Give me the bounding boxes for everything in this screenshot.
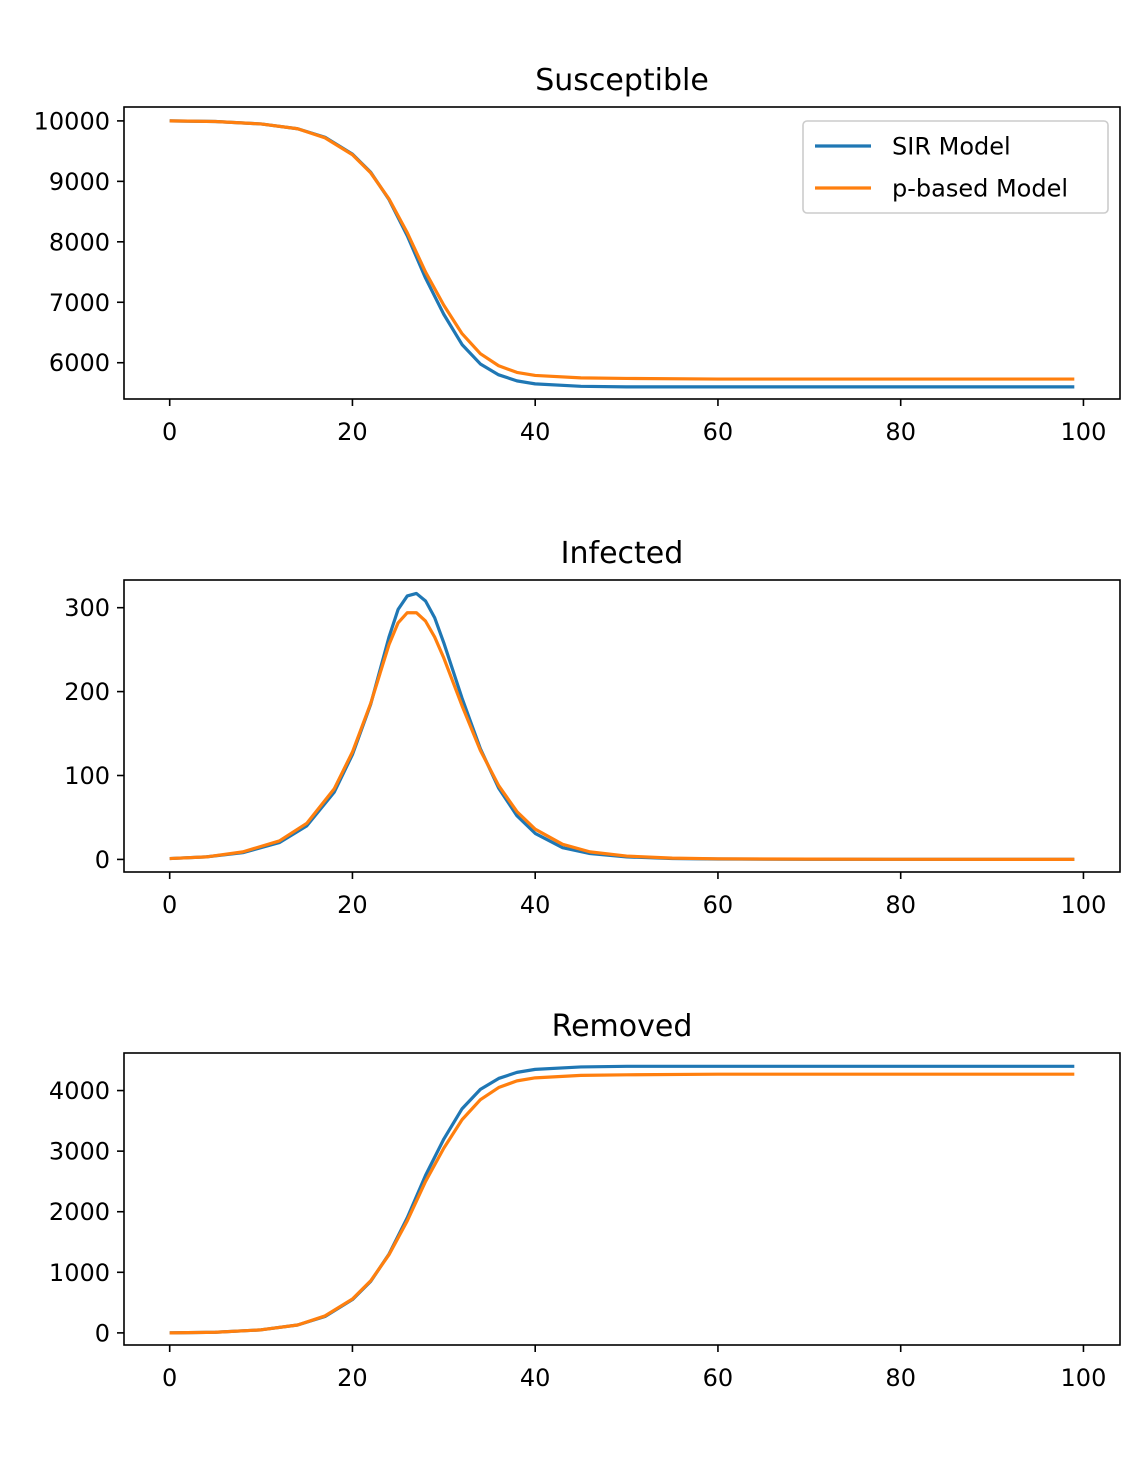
y-tick-label: 8000 bbox=[49, 228, 110, 256]
legend: SIR Model p-based Model bbox=[802, 120, 1109, 214]
plot-frame bbox=[123, 1052, 1121, 1346]
y-tick-label: 2000 bbox=[49, 1198, 110, 1226]
x-tick-label: 80 bbox=[885, 418, 916, 446]
subplot-title: Infected bbox=[561, 536, 684, 571]
series-line-sir-model bbox=[169, 1064, 1075, 1335]
y-tick-label: 7000 bbox=[49, 289, 110, 317]
x-tick-label: 100 bbox=[1061, 891, 1107, 919]
x-tick-label: 20 bbox=[337, 418, 368, 446]
x-tick-label: 60 bbox=[703, 1364, 734, 1392]
series-line-p-based-model bbox=[169, 611, 1075, 862]
y-tick-label: 1000 bbox=[49, 1259, 110, 1287]
subplot-infected: Infected 0 20 40 60 80 100 0 100 200 300 bbox=[64, 536, 1121, 919]
subplot-title: Removed bbox=[552, 1009, 693, 1044]
x-tick-label: 80 bbox=[885, 1364, 916, 1392]
series-line-sir-model bbox=[169, 591, 1075, 862]
y-tick-label: 9000 bbox=[49, 168, 110, 196]
x-tick-label: 0 bbox=[162, 1364, 177, 1392]
y-tick-label: 3000 bbox=[49, 1138, 110, 1166]
y-tick-label: 10000 bbox=[34, 107, 110, 135]
y-tick-label: 300 bbox=[64, 594, 110, 622]
y-tick-label: 200 bbox=[64, 678, 110, 706]
x-tick-label: 80 bbox=[885, 891, 916, 919]
x-tick-label: 0 bbox=[162, 891, 177, 919]
x-tick-label: 100 bbox=[1061, 1364, 1107, 1392]
plot-frame bbox=[123, 106, 1121, 400]
legend-label: p-based Model bbox=[892, 175, 1068, 203]
series-line-p-based-model bbox=[169, 119, 1075, 381]
y-tick-label: 0 bbox=[95, 1319, 110, 1347]
x-tick-label: 20 bbox=[337, 1364, 368, 1392]
x-tick-label: 40 bbox=[520, 1364, 551, 1392]
x-tick-label: 100 bbox=[1061, 418, 1107, 446]
plot-frame bbox=[123, 579, 1121, 873]
subplot-susceptible: Susceptible 0 20 40 60 80 100 6000 7000 8000 9000 1… bbox=[34, 63, 1121, 446]
subplot-title: Susceptible bbox=[535, 63, 709, 98]
x-tick-label: 40 bbox=[520, 418, 551, 446]
x-tick-label: 40 bbox=[520, 891, 551, 919]
y-tick-label: 6000 bbox=[49, 349, 110, 377]
x-tick-label: 60 bbox=[703, 891, 734, 919]
series-line-p-based-model bbox=[169, 1072, 1075, 1335]
y-tick-label: 0 bbox=[95, 846, 110, 874]
x-tick-label: 60 bbox=[703, 418, 734, 446]
x-tick-label: 20 bbox=[337, 891, 368, 919]
legend-label: SIR Model bbox=[892, 133, 1011, 161]
x-tick-label: 0 bbox=[162, 418, 177, 446]
y-tick-label: 4000 bbox=[49, 1077, 110, 1105]
legend-box bbox=[802, 120, 1109, 214]
y-tick-label: 100 bbox=[64, 762, 110, 790]
